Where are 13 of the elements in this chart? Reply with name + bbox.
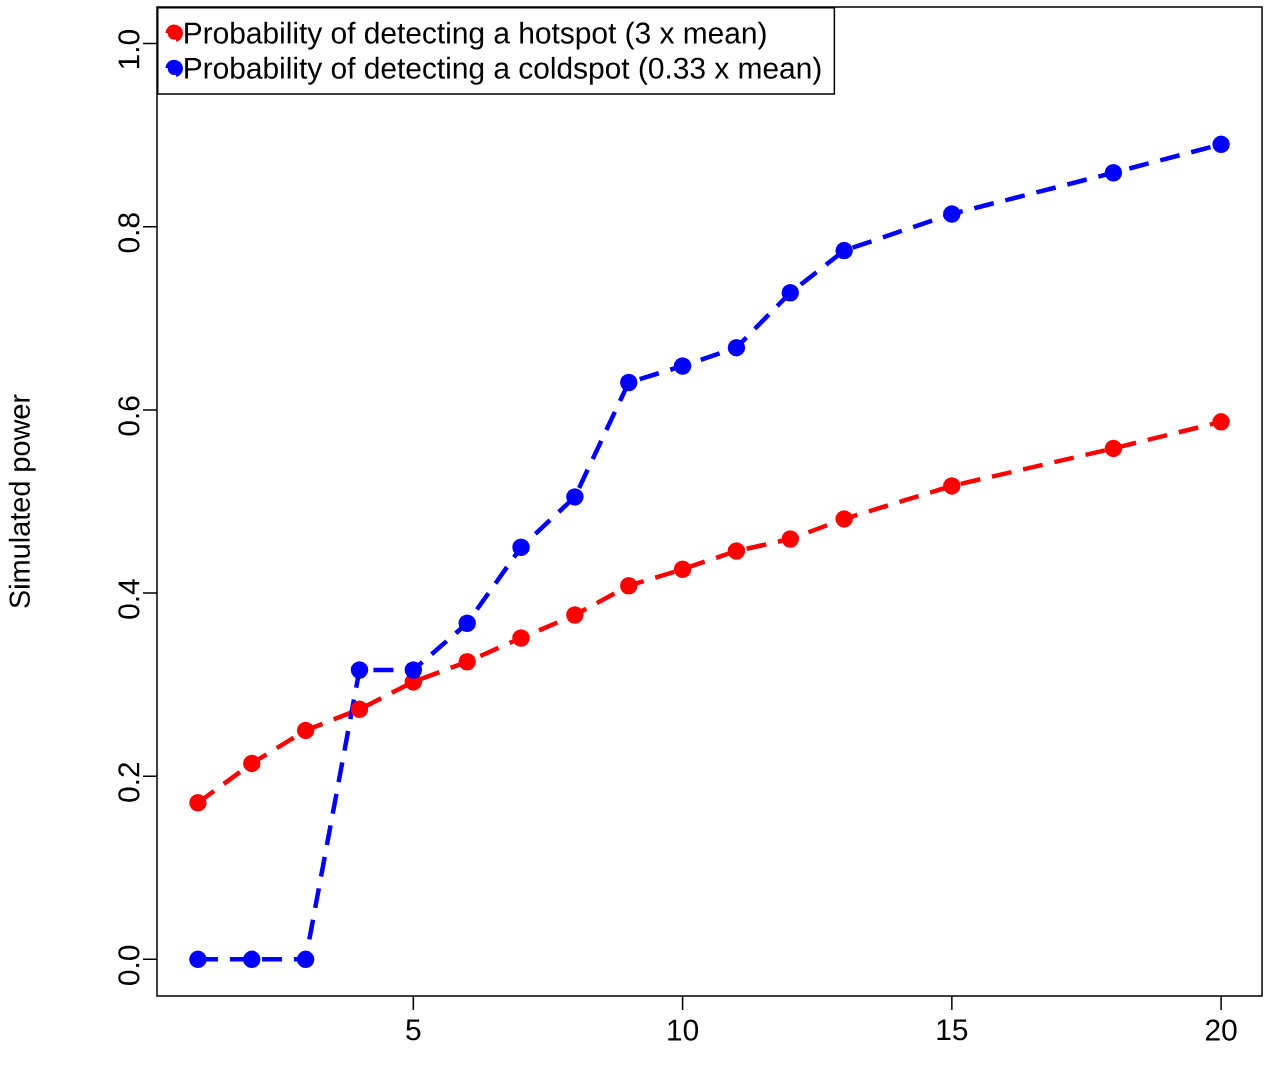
y-tick-label: 0.0 xyxy=(118,945,140,985)
x-tick-label: 15 xyxy=(937,1019,968,1041)
y-tick-label: 0.4 xyxy=(118,579,140,619)
y-tick-label: 0.8 xyxy=(118,213,140,253)
x-tick-label: 10 xyxy=(668,1019,699,1041)
y-tick-label: 0.2 xyxy=(118,762,140,802)
x-tick-label: 5 xyxy=(406,1019,421,1041)
y-tick-label: 0.6 xyxy=(118,396,140,436)
legend-label: Probability of detecting a hotspot (3 x mean) xyxy=(185,21,766,50)
y-tick-label: 1.0 xyxy=(118,30,140,69)
x-tick-label: 20 xyxy=(1205,1019,1237,1041)
y-axis-title: Simulated power xyxy=(8,394,36,608)
legend-label: Probability of detecting a coldspot (0.33 x mean) xyxy=(185,56,821,85)
